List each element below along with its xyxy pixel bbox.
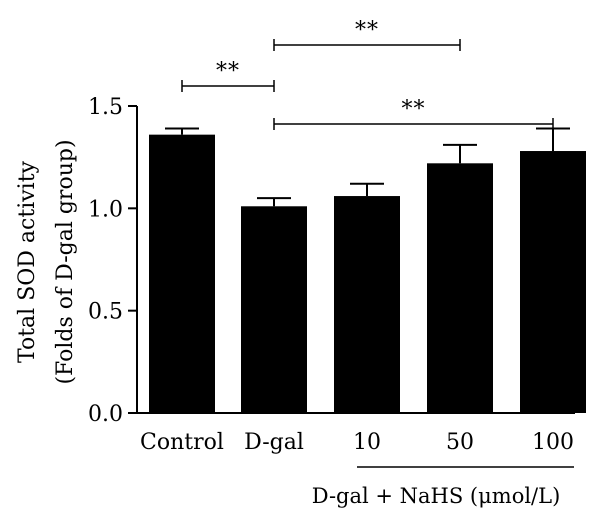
error-bar bbox=[443, 143, 477, 164]
error-bar bbox=[257, 197, 291, 207]
y-tick-label: 1.0 bbox=[88, 197, 123, 222]
bar bbox=[334, 196, 400, 413]
category-label: 50 bbox=[446, 430, 474, 455]
category-label: 10 bbox=[353, 430, 381, 455]
y-ticks: 0.0 0.5 1.0 1.5 bbox=[88, 95, 137, 427]
y-axis-title-line2: (Folds of D-gal group) bbox=[53, 139, 78, 384]
error-bar bbox=[350, 182, 384, 197]
error-bars bbox=[165, 127, 570, 207]
group-label: D-gal + NaHS (μmol/L) bbox=[312, 484, 561, 508]
significance-brackets: ** ** ** bbox=[181, 18, 554, 130]
significance-bracket: ** bbox=[273, 18, 461, 51]
bar bbox=[149, 134, 215, 414]
y-tick-label: 1.5 bbox=[88, 95, 123, 120]
category-label: 100 bbox=[532, 430, 574, 455]
error-bar bbox=[165, 127, 199, 135]
bars bbox=[149, 134, 586, 414]
error-bar bbox=[536, 127, 570, 152]
significance-label: ** bbox=[355, 18, 379, 43]
bar bbox=[427, 163, 493, 413]
significance-label: ** bbox=[216, 59, 240, 84]
category-label: D-gal bbox=[244, 430, 304, 455]
bar bbox=[520, 151, 586, 413]
y-tick-label: 0.0 bbox=[88, 402, 123, 427]
bar bbox=[241, 206, 307, 413]
y-tick-label: 0.5 bbox=[88, 300, 123, 325]
category-label: Control bbox=[140, 430, 224, 455]
category-labels: Control D-gal 10 50 100 bbox=[140, 430, 574, 455]
significance-bracket: ** bbox=[273, 97, 554, 130]
y-axis-title-line1: Total SOD activity bbox=[15, 160, 40, 363]
significance-label: ** bbox=[402, 97, 426, 122]
significance-bracket: ** bbox=[181, 59, 275, 92]
